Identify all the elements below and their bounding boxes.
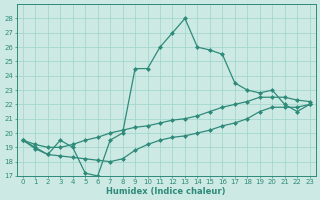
X-axis label: Humidex (Indice chaleur): Humidex (Indice chaleur) [107, 187, 226, 196]
